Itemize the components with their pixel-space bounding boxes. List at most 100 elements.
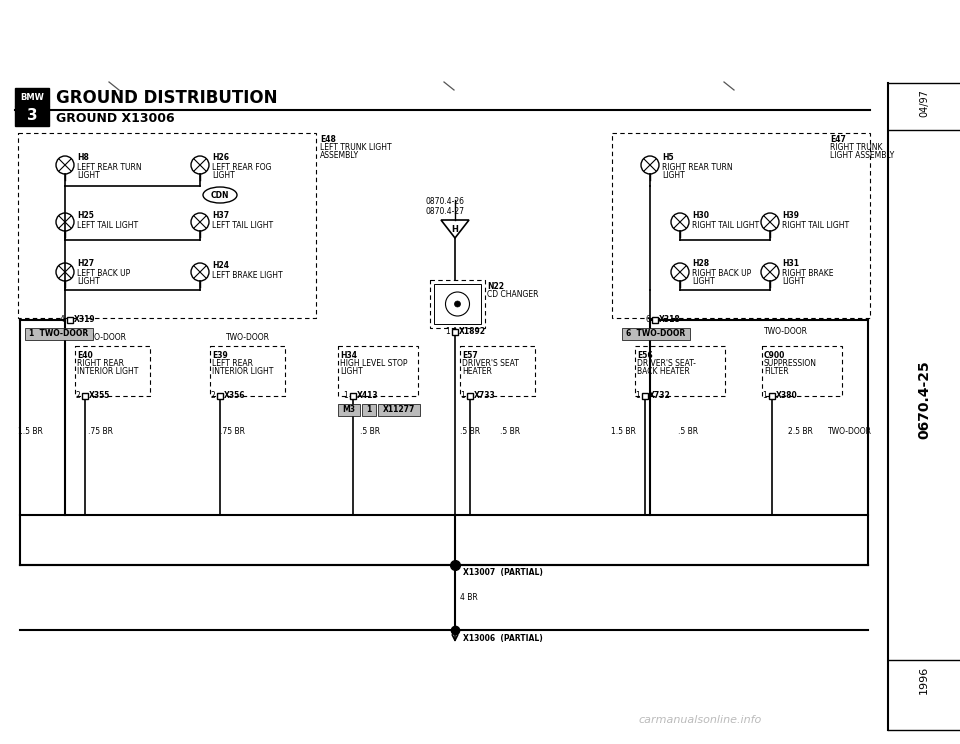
Text: 0670.4-25: 0670.4-25 <box>917 361 931 440</box>
Text: X732: X732 <box>649 391 671 400</box>
Bar <box>622 328 690 340</box>
Text: X380: X380 <box>776 391 798 400</box>
Text: ASSEMBLY: ASSEMBLY <box>320 151 359 160</box>
Text: RIGHT TRUNK: RIGHT TRUNK <box>830 143 882 152</box>
Text: 1: 1 <box>445 327 450 336</box>
Text: H30: H30 <box>692 211 709 220</box>
Text: TWO-DOOR: TWO-DOOR <box>226 333 270 342</box>
Text: DRIVER'S SEAT: DRIVER'S SEAT <box>462 359 518 368</box>
Text: TWO-DOOR: TWO-DOOR <box>83 333 127 342</box>
Text: RIGHT TAIL LIGHT: RIGHT TAIL LIGHT <box>692 222 759 231</box>
Text: LIGHT: LIGHT <box>692 277 715 286</box>
Text: E57: E57 <box>462 351 478 360</box>
Bar <box>612 133 870 318</box>
Text: 0870.4-27: 0870.4-27 <box>425 208 464 217</box>
Text: 2: 2 <box>210 391 215 400</box>
Text: H28: H28 <box>692 260 709 269</box>
Text: RIGHT REAR: RIGHT REAR <box>77 359 124 368</box>
Text: RIGHT TAIL LIGHT: RIGHT TAIL LIGHT <box>782 222 850 231</box>
Text: 2.5 BR: 2.5 BR <box>787 428 812 437</box>
Bar <box>75 346 150 396</box>
Text: HIGH LEVEL STOP: HIGH LEVEL STOP <box>340 359 407 368</box>
Text: 2: 2 <box>75 391 80 400</box>
Text: E48: E48 <box>320 135 336 144</box>
Text: TWO-DOOR: TWO-DOOR <box>828 428 872 437</box>
Text: X1892: X1892 <box>459 327 486 336</box>
Text: X355: X355 <box>89 391 110 400</box>
Text: 1996: 1996 <box>919 666 929 694</box>
Bar <box>15 88 49 106</box>
Text: GROUND DISTRIBUTION: GROUND DISTRIBUTION <box>56 89 277 107</box>
Text: 1: 1 <box>344 391 348 400</box>
Text: LIGHT: LIGHT <box>340 367 363 376</box>
Bar <box>362 404 376 416</box>
Text: .75 BR: .75 BR <box>87 428 112 437</box>
Text: C900: C900 <box>764 351 785 360</box>
Text: H8: H8 <box>77 153 89 161</box>
Bar <box>635 346 725 396</box>
Text: H27: H27 <box>77 260 94 269</box>
Text: 04/97: 04/97 <box>919 89 929 117</box>
Text: RIGHT REAR TURN: RIGHT REAR TURN <box>662 162 732 172</box>
Text: LEFT REAR TURN: LEFT REAR TURN <box>77 162 142 172</box>
Text: TWO-DOOR: TWO-DOOR <box>764 327 808 336</box>
Text: INTERIOR LIGHT: INTERIOR LIGHT <box>77 367 138 376</box>
Text: CDN: CDN <box>211 190 229 199</box>
Text: 1: 1 <box>636 391 640 400</box>
Text: X319: X319 <box>74 315 96 324</box>
Text: H39: H39 <box>782 211 799 220</box>
Text: H34: H34 <box>340 351 357 360</box>
Text: DRIVER'S SEAT-: DRIVER'S SEAT- <box>637 359 696 368</box>
Text: RIGHT BACK UP: RIGHT BACK UP <box>692 269 752 278</box>
Text: LIGHT: LIGHT <box>212 170 235 179</box>
Text: LIGHT: LIGHT <box>662 170 684 179</box>
Text: 6: 6 <box>645 315 650 324</box>
Text: 4: 4 <box>60 315 65 324</box>
Text: X318: X318 <box>659 315 681 324</box>
Text: X733: X733 <box>474 391 495 400</box>
Text: HEATER: HEATER <box>462 367 492 376</box>
Text: LIGHT: LIGHT <box>782 277 804 286</box>
Text: LEFT TAIL LIGHT: LEFT TAIL LIGHT <box>212 222 274 231</box>
Text: SUPPRESSION: SUPPRESSION <box>764 359 817 368</box>
Text: carmanualsonline.info: carmanualsonline.info <box>638 715 761 725</box>
Text: .75 BR: .75 BR <box>221 428 246 437</box>
Text: INTERIOR LIGHT: INTERIOR LIGHT <box>212 367 274 376</box>
Text: H5: H5 <box>662 153 674 161</box>
Bar <box>15 106 49 126</box>
Text: H25: H25 <box>77 211 94 220</box>
Bar <box>338 346 418 396</box>
Text: X11277: X11277 <box>383 405 415 414</box>
Text: N22: N22 <box>487 282 504 291</box>
Text: .5 BR: .5 BR <box>500 428 520 437</box>
Bar <box>460 346 535 396</box>
Text: H: H <box>451 225 459 234</box>
Text: BMW: BMW <box>20 92 44 101</box>
Text: LIGHT ASSEMBLY: LIGHT ASSEMBLY <box>830 151 895 160</box>
Text: H26: H26 <box>212 153 229 161</box>
Text: 1: 1 <box>460 391 465 400</box>
Text: 1: 1 <box>367 405 372 414</box>
Bar <box>762 346 842 396</box>
Bar <box>378 404 420 416</box>
Bar <box>434 284 481 324</box>
Text: FILTER: FILTER <box>764 367 788 376</box>
Bar <box>430 280 485 328</box>
Text: E47: E47 <box>830 135 846 144</box>
Text: LEFT REAR FOG: LEFT REAR FOG <box>212 162 272 172</box>
Bar <box>25 328 93 340</box>
Text: E39: E39 <box>212 351 228 360</box>
Text: CD CHANGER: CD CHANGER <box>487 290 539 299</box>
Text: LIGHT: LIGHT <box>77 277 100 286</box>
Text: H24: H24 <box>212 261 229 271</box>
Text: 0870.4-26: 0870.4-26 <box>425 197 464 207</box>
Text: 6  TWO-DOOR: 6 TWO-DOOR <box>626 330 685 339</box>
Text: 1  TWO-DOOR: 1 TWO-DOOR <box>30 330 88 339</box>
Text: LEFT TRUNK LIGHT: LEFT TRUNK LIGHT <box>320 143 392 152</box>
Text: BACK HEATER: BACK HEATER <box>637 367 689 376</box>
Text: .5 BR: .5 BR <box>460 428 480 437</box>
Text: GROUND X13006: GROUND X13006 <box>56 112 175 124</box>
Text: LEFT REAR: LEFT REAR <box>212 359 253 368</box>
Bar <box>18 133 316 318</box>
Text: .5 BR: .5 BR <box>678 428 698 437</box>
